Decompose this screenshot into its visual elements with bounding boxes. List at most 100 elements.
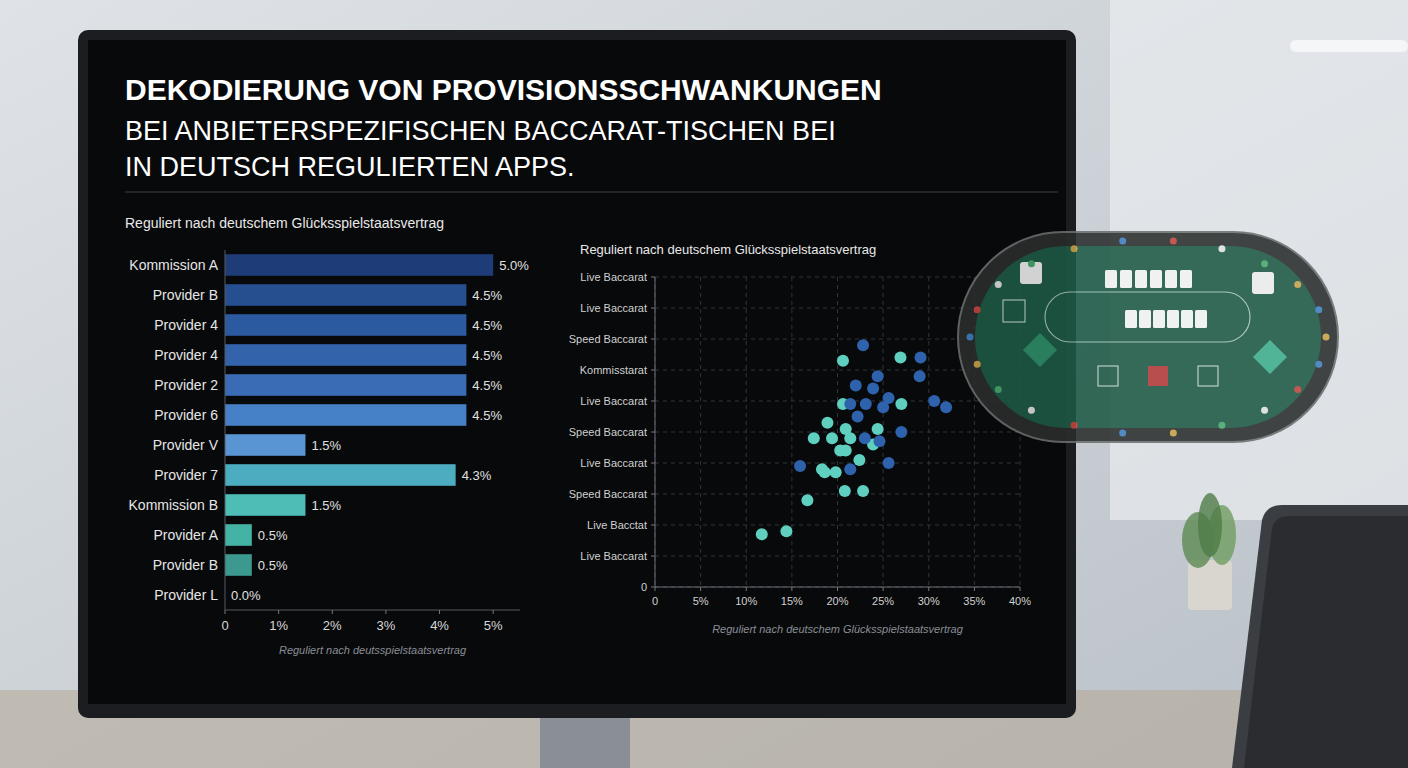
- card: [1165, 270, 1177, 288]
- tick: [700, 587, 701, 591]
- tick-label: 0: [641, 581, 647, 593]
- bar: [225, 434, 305, 456]
- bar: [225, 344, 466, 366]
- chip: [1218, 422, 1225, 429]
- title-line: IN DEUTSCH REGULIERTEN APPS.: [125, 152, 575, 182]
- data-label: 1.5%: [311, 438, 341, 453]
- point: [872, 370, 884, 382]
- point: [816, 463, 828, 475]
- bar: [225, 404, 466, 426]
- tick: [928, 587, 929, 591]
- chip: [1315, 306, 1322, 313]
- bet-box: [1148, 366, 1168, 386]
- data-label: 1.5%: [311, 498, 341, 513]
- point: [808, 432, 820, 444]
- category-label: Kommission B: [129, 497, 218, 513]
- chip: [974, 361, 981, 368]
- bar: [225, 374, 466, 396]
- category-label: Provider 2: [154, 377, 218, 393]
- point: [852, 411, 864, 423]
- card: [1150, 270, 1162, 288]
- category-label: Kommission A: [129, 257, 218, 273]
- grid-line: [837, 277, 838, 587]
- point: [839, 485, 851, 497]
- laptop-screen: [1244, 516, 1408, 768]
- tick-label: 2%: [323, 618, 342, 633]
- tick: [883, 587, 884, 591]
- point: [872, 423, 884, 435]
- card: [1181, 310, 1193, 328]
- tick: [837, 587, 838, 591]
- tick: [651, 556, 655, 557]
- tick: [651, 587, 655, 588]
- title-block: DEKODIERUNG VON PROVISIONSSCHWANKUNGEN BE…: [125, 73, 882, 182]
- tick: [1020, 587, 1021, 591]
- tick: [651, 277, 655, 278]
- title-line: DEKODIERUNG VON PROVISIONSSCHWANKUNGEN: [125, 73, 882, 106]
- chip: [1028, 260, 1035, 267]
- point: [895, 398, 907, 410]
- monitor-stand: [540, 712, 630, 768]
- tick-label: 40%: [1009, 595, 1031, 607]
- bar: [225, 524, 252, 546]
- tick-label: 5%: [484, 618, 503, 633]
- chart-title: Reguliert nach deutschem Glücksspielstaa…: [125, 215, 444, 231]
- point: [840, 423, 852, 435]
- axis-title: Reguliert nach deutsspielstaatsvertrag: [279, 644, 467, 656]
- bet-box: [1098, 366, 1118, 386]
- grid-line: [655, 463, 1020, 464]
- tick-label: 15%: [781, 595, 803, 607]
- bet-box: [1023, 333, 1057, 367]
- tick-label: Live Bacctat: [587, 519, 647, 531]
- data-label: 4.5%: [472, 318, 502, 333]
- bar-chart: Reguliert nach deutschem Glücksspielstaa…: [125, 215, 529, 656]
- plant-leaf: [1198, 493, 1222, 557]
- tick-label: Speed Baccarat: [569, 333, 647, 345]
- point: [860, 398, 872, 410]
- point: [928, 395, 940, 407]
- grid-line: [655, 277, 1020, 278]
- card: [1153, 310, 1165, 328]
- title-line: BEI ANBIETERSPEZIFISCHEN BACCARAT-TISCHE…: [125, 116, 836, 146]
- points: [756, 339, 952, 540]
- point: [844, 398, 856, 410]
- point: [915, 352, 927, 364]
- category-label: Provider 6: [154, 407, 218, 423]
- tick: [651, 494, 655, 495]
- chip: [967, 334, 974, 341]
- grid-line: [655, 432, 1020, 433]
- separator: [125, 192, 1058, 193]
- tick-label: 35%: [963, 595, 985, 607]
- tick: [493, 610, 494, 614]
- point: [850, 380, 862, 392]
- chip: [974, 306, 981, 313]
- bars: [225, 254, 493, 576]
- axis-title: Reguliert nach deutschem Glücksspielstaa…: [712, 623, 964, 635]
- point: [821, 417, 833, 429]
- chip: [995, 386, 1002, 393]
- data-label: 4.5%: [472, 378, 502, 393]
- tick: [651, 308, 655, 309]
- tick: [974, 587, 975, 591]
- grid-line: [655, 556, 1020, 557]
- bar: [225, 254, 493, 276]
- monitor-bezel: [78, 30, 1076, 718]
- point: [859, 432, 871, 444]
- bar: [225, 284, 466, 306]
- point: [794, 460, 806, 472]
- laptop: [1232, 505, 1408, 768]
- tick: [651, 370, 655, 371]
- point: [895, 426, 907, 438]
- tick-label: 1%: [269, 618, 288, 633]
- point: [857, 485, 869, 497]
- card: [1120, 270, 1132, 288]
- bar-labels: Kommission A5.0%Provider B4.5%Provider 4…: [129, 257, 530, 603]
- point: [834, 445, 846, 457]
- chip: [1294, 386, 1301, 393]
- point: [883, 457, 895, 469]
- tick-label: 3%: [377, 618, 396, 633]
- point: [867, 383, 879, 395]
- point: [826, 432, 838, 444]
- grid-line: [700, 277, 701, 587]
- scatter-chart: Reguliert nach deutschem Glücksspielstaa…: [569, 242, 1032, 635]
